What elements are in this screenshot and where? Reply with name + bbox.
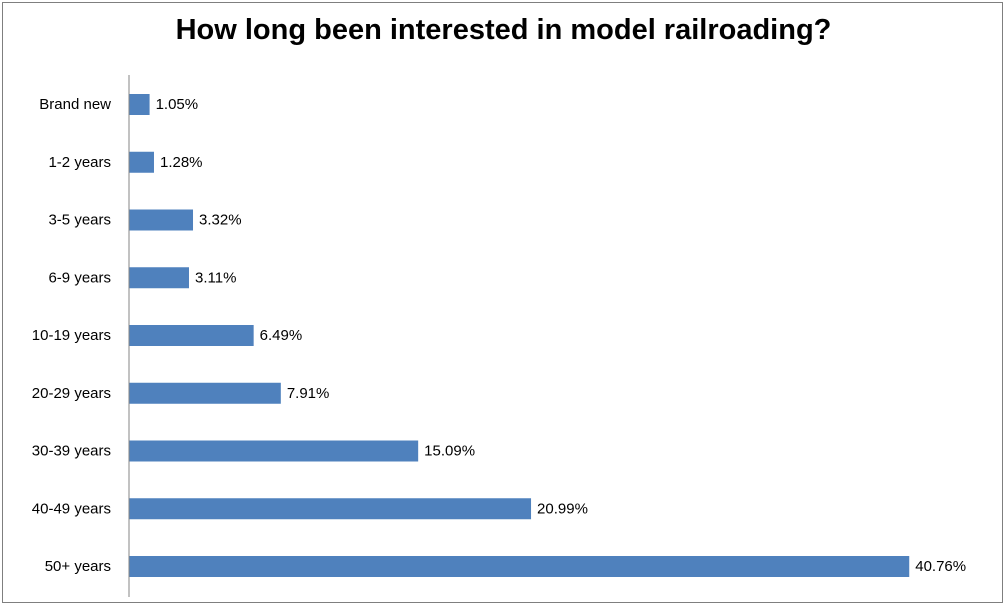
data-label: 3.32% [199,212,242,229]
bar-2 [129,209,194,231]
category-label: 50+ years [45,558,111,575]
category-label: 40-49 years [32,500,111,517]
data-label: 3.11% [195,269,236,286]
bar-6 [129,440,419,462]
data-label: 40.76% [915,558,966,575]
category-label: 6-9 years [48,269,111,286]
data-label: 1.28% [160,154,203,171]
bar-1 [129,151,154,173]
bar-5 [129,382,281,404]
data-label: 15.09% [424,443,475,460]
bar-7 [129,498,532,520]
data-label: 20.99% [537,500,588,517]
data-label: 1.05% [156,96,199,113]
data-label: 6.49% [260,327,303,344]
category-label: 1-2 years [48,154,111,171]
bar-4 [129,325,254,346]
bar-0 [129,94,150,115]
category-label: 3-5 years [48,212,111,229]
bar-3 [129,267,189,289]
category-label: 30-39 years [32,443,111,460]
bar-8 [129,556,910,577]
bars-layer [129,94,910,577]
chart-title: How long been interested in model railro… [175,14,832,46]
category-label: 20-29 years [32,385,111,402]
data-label: 7.91% [287,385,330,402]
category-label: Brand new [39,96,111,113]
category-label: 10-19 years [32,327,111,344]
labels-layer: Brand new 1.05% 1-2 years 1.28% 3-5 years 3.3… [32,96,966,575]
